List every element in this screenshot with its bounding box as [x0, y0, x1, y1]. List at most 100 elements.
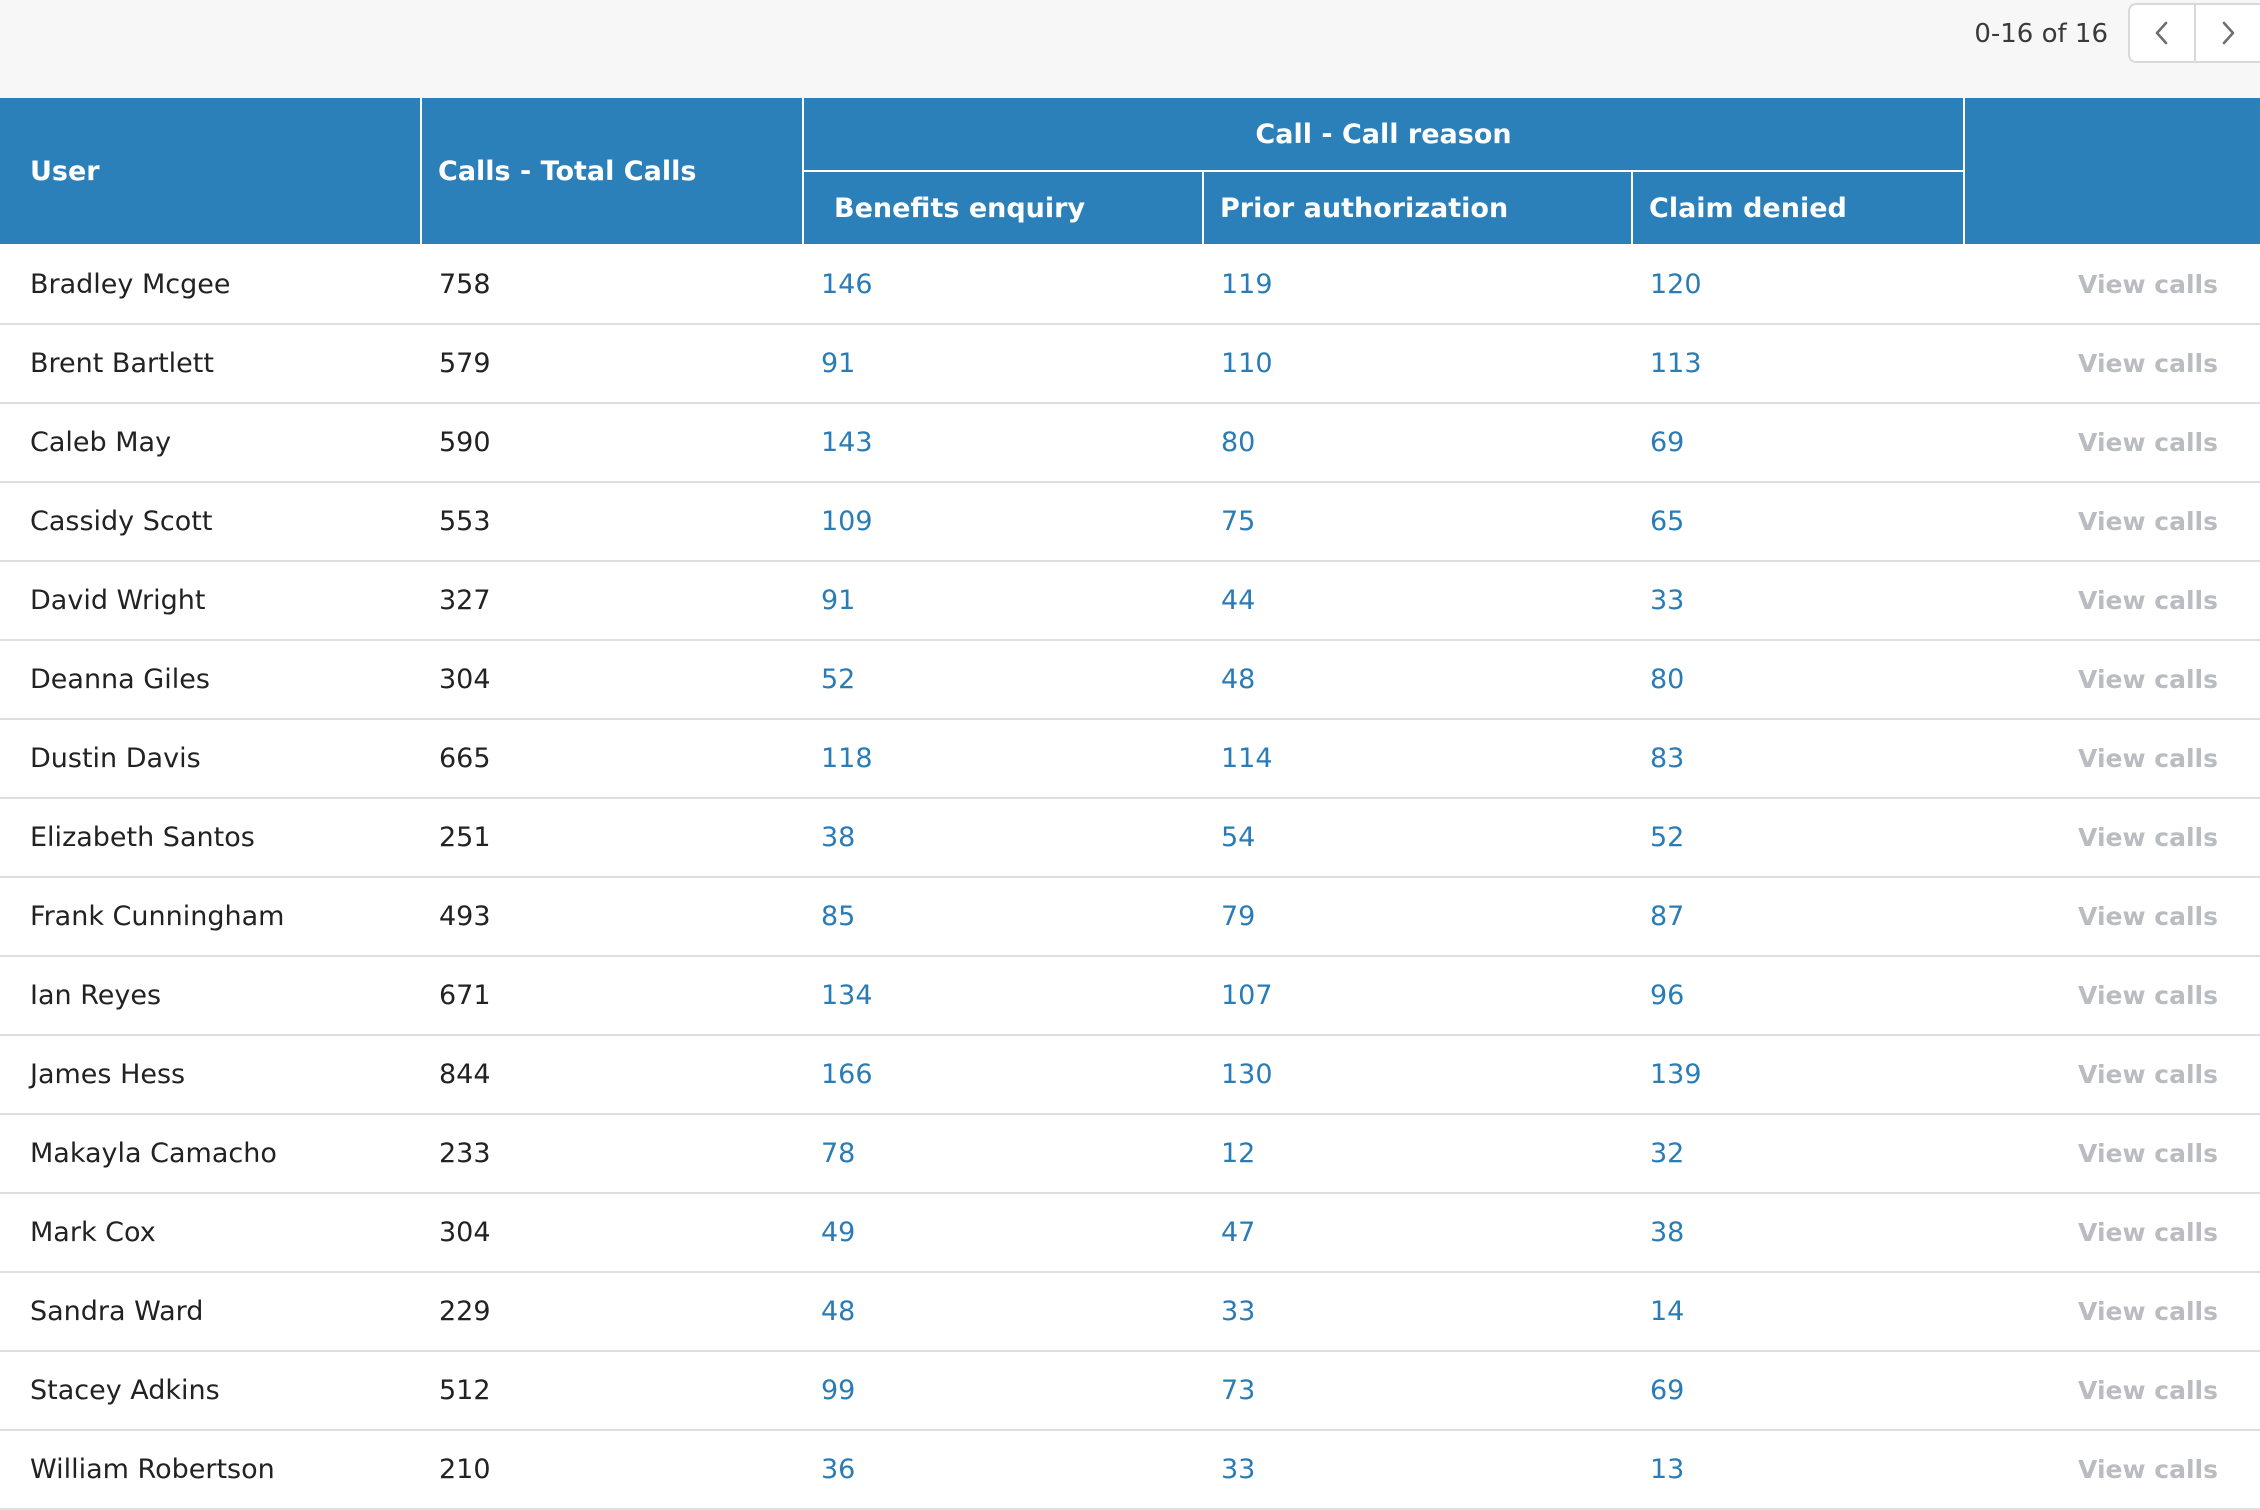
column-header-user[interactable]: User — [0, 98, 422, 246]
view-calls-button[interactable]: View calls — [2078, 1218, 2218, 1247]
user-name-cell: Elizabeth Santos — [0, 798, 421, 878]
claim-denied-link[interactable]: 96 — [1632, 956, 1964, 1036]
benefits-enquiry-link[interactable]: 166 — [803, 1035, 1203, 1115]
prior-authorization-link[interactable]: 107 — [1203, 956, 1632, 1036]
table-row: Mark Cox 304 49 47 38 View calls — [0, 1193, 2260, 1273]
benefits-enquiry-link[interactable]: 91 — [803, 561, 1203, 641]
user-name-cell: Brent Bartlett — [0, 324, 421, 404]
claim-denied-link[interactable]: 52 — [1632, 798, 1964, 878]
chevron-left-icon — [2155, 21, 2168, 45]
view-calls-button[interactable]: View calls — [2078, 507, 2218, 536]
benefits-enquiry-link[interactable]: 36 — [803, 1430, 1203, 1510]
prior-authorization-link[interactable]: 80 — [1203, 403, 1632, 483]
prior-authorization-link[interactable]: 119 — [1203, 245, 1632, 325]
prior-authorization-link[interactable]: 47 — [1203, 1193, 1632, 1273]
benefits-enquiry-link[interactable]: 52 — [803, 640, 1203, 720]
table-row: William Robertson 210 36 33 13 View calls — [0, 1430, 2260, 1510]
prior-authorization-link[interactable]: 12 — [1203, 1114, 1632, 1194]
claim-denied-link[interactable]: 33 — [1632, 561, 1964, 641]
prior-authorization-link[interactable]: 130 — [1203, 1035, 1632, 1115]
prior-authorization-link[interactable]: 33 — [1203, 1430, 1632, 1510]
view-calls-cell: View calls — [1964, 245, 2260, 325]
total-calls-cell: 579 — [421, 324, 803, 404]
total-calls-cell: 210 — [421, 1430, 803, 1510]
view-calls-button[interactable]: View calls — [2078, 349, 2218, 378]
total-calls-cell: 251 — [421, 798, 803, 878]
benefits-enquiry-link[interactable]: 85 — [803, 877, 1203, 957]
benefits-enquiry-link[interactable]: 49 — [803, 1193, 1203, 1273]
claim-denied-link[interactable]: 65 — [1632, 482, 1964, 562]
claim-denied-link[interactable]: 69 — [1632, 403, 1964, 483]
prior-authorization-link[interactable]: 110 — [1203, 324, 1632, 404]
total-calls-cell: 229 — [421, 1272, 803, 1352]
column-header-prior-authorization[interactable]: Prior authorization — [1202, 171, 1633, 246]
view-calls-button[interactable]: View calls — [2078, 902, 2218, 931]
table-row: Brent Bartlett 579 91 110 113 View calls — [0, 324, 2260, 404]
benefits-enquiry-link[interactable]: 143 — [803, 403, 1203, 483]
next-page-button[interactable] — [2194, 5, 2260, 61]
benefits-enquiry-link[interactable]: 48 — [803, 1272, 1203, 1352]
benefits-enquiry-link[interactable]: 134 — [803, 956, 1203, 1036]
claim-denied-link[interactable]: 80 — [1632, 640, 1964, 720]
benefits-enquiry-link[interactable]: 146 — [803, 245, 1203, 325]
user-name-cell: Caleb May — [0, 403, 421, 483]
claim-denied-link[interactable]: 32 — [1632, 1114, 1964, 1194]
claim-denied-link[interactable]: 120 — [1632, 245, 1964, 325]
view-calls-button[interactable]: View calls — [2078, 1297, 2218, 1326]
pagination-controls — [2128, 3, 2260, 63]
claim-denied-link[interactable]: 14 — [1632, 1272, 1964, 1352]
benefits-enquiry-link[interactable]: 38 — [803, 798, 1203, 878]
table-row: Ian Reyes 671 134 107 96 View calls — [0, 956, 2260, 1036]
column-header-benefits-enquiry[interactable]: Benefits enquiry — [803, 171, 1204, 246]
view-calls-button[interactable]: View calls — [2078, 1060, 2218, 1089]
claim-denied-link[interactable]: 38 — [1632, 1193, 1964, 1273]
view-calls-cell: View calls — [1964, 482, 2260, 562]
user-name-cell: Sandra Ward — [0, 1272, 421, 1352]
view-calls-button[interactable]: View calls — [2078, 270, 2218, 299]
benefits-enquiry-link[interactable]: 78 — [803, 1114, 1203, 1194]
claim-denied-link[interactable]: 83 — [1632, 719, 1964, 799]
view-calls-button[interactable]: View calls — [2078, 1139, 2218, 1168]
prior-authorization-link[interactable]: 73 — [1203, 1351, 1632, 1431]
claim-denied-link[interactable]: 139 — [1632, 1035, 1964, 1115]
view-calls-button[interactable]: View calls — [2078, 1376, 2218, 1405]
user-name-cell: Stacey Adkins — [0, 1351, 421, 1431]
previous-page-button[interactable] — [2130, 5, 2194, 61]
prior-authorization-link[interactable]: 54 — [1203, 798, 1632, 878]
total-calls-cell: 493 — [421, 877, 803, 957]
view-calls-button[interactable]: View calls — [2078, 428, 2218, 457]
column-header-total-calls[interactable]: Calls - Total Calls — [420, 98, 804, 246]
table-row: Deanna Giles 304 52 48 80 View calls — [0, 640, 2260, 720]
view-calls-cell: View calls — [1964, 1035, 2260, 1115]
view-calls-button[interactable]: View calls — [2078, 823, 2218, 852]
prior-authorization-link[interactable]: 33 — [1203, 1272, 1632, 1352]
table-row: Caleb May 590 143 80 69 View calls — [0, 403, 2260, 483]
view-calls-cell: View calls — [1964, 324, 2260, 404]
claim-denied-link[interactable]: 113 — [1632, 324, 1964, 404]
prior-authorization-link[interactable]: 75 — [1203, 482, 1632, 562]
view-calls-button[interactable]: View calls — [2078, 586, 2218, 615]
table-row: David Wright 327 91 44 33 View calls — [0, 561, 2260, 641]
benefits-enquiry-link[interactable]: 118 — [803, 719, 1203, 799]
prior-authorization-link[interactable]: 48 — [1203, 640, 1632, 720]
prior-authorization-link[interactable]: 114 — [1203, 719, 1632, 799]
total-calls-cell: 758 — [421, 245, 803, 325]
benefits-enquiry-link[interactable]: 109 — [803, 482, 1203, 562]
view-calls-cell: View calls — [1964, 877, 2260, 957]
view-calls-button[interactable]: View calls — [2078, 1455, 2218, 1484]
view-calls-button[interactable]: View calls — [2078, 981, 2218, 1010]
user-name-cell: William Robertson — [0, 1430, 421, 1510]
claim-denied-link[interactable]: 13 — [1632, 1430, 1964, 1510]
claim-denied-link[interactable]: 87 — [1632, 877, 1964, 957]
view-calls-button[interactable]: View calls — [2078, 665, 2218, 694]
view-calls-cell: View calls — [1964, 403, 2260, 483]
prior-authorization-link[interactable]: 44 — [1203, 561, 1632, 641]
column-header-claim-denied[interactable]: Claim denied — [1631, 171, 1964, 246]
benefits-enquiry-link[interactable]: 91 — [803, 324, 1203, 404]
benefits-enquiry-link[interactable]: 99 — [803, 1351, 1203, 1431]
view-calls-button[interactable]: View calls — [2078, 744, 2218, 773]
total-calls-cell: 671 — [421, 956, 803, 1036]
prior-authorization-link[interactable]: 79 — [1203, 877, 1632, 957]
view-calls-cell: View calls — [1964, 798, 2260, 878]
claim-denied-link[interactable]: 69 — [1632, 1351, 1964, 1431]
